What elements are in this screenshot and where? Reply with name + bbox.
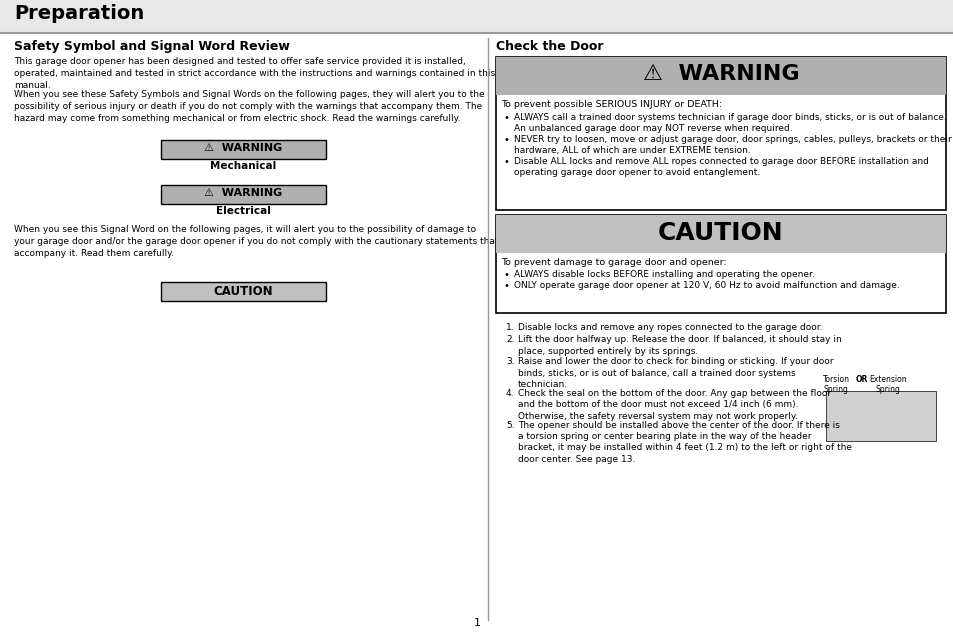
Text: Extension
Spring: Extension Spring [868,375,906,394]
Text: This garage door opener has been designed and tested to offer safe service provi: This garage door opener has been designe… [14,57,495,90]
Bar [161,185,326,204]
Text: To prevent damage to garage door and opener:: To prevent damage to garage door and ope… [500,258,726,267]
Text: When you see this Signal Word on the following pages, it will alert you to the p: When you see this Signal Word on the fol… [14,225,498,258]
Text: •: • [503,157,509,167]
Text: Disable locks and remove any ropes connected to the garage door.: Disable locks and remove any ropes conne… [517,323,821,332]
Text: CAUTION: CAUTION [658,221,783,245]
Text: Mechanical: Mechanical [211,161,276,171]
Bar [496,215,945,313]
Bar [825,391,935,441]
Text: Torsion
Spring: Torsion Spring [821,375,848,394]
Text: 1.: 1. [505,323,514,332]
Text: To prevent possible SERIOUS INJURY or DEATH:: To prevent possible SERIOUS INJURY or DE… [500,100,721,109]
Text: ⚠  WARNING: ⚠ WARNING [642,64,799,84]
Bar [496,57,945,95]
Text: 2.: 2. [505,336,514,345]
Bar [0,0,953,32]
Text: ⚠  WARNING: ⚠ WARNING [204,188,282,198]
Text: •: • [503,113,509,123]
Text: ALWAYS call a trained door systems technician if garage door binds, sticks, or i: ALWAYS call a trained door systems techn… [514,113,945,134]
Text: •: • [503,270,509,280]
Text: When you see these Safety Symbols and Signal Words on the following pages, they : When you see these Safety Symbols and Si… [14,90,484,123]
Bar [496,57,945,210]
Text: Preparation: Preparation [14,4,144,23]
Text: 1: 1 [473,618,480,628]
Text: 4.: 4. [505,389,514,398]
Text: 3.: 3. [505,357,514,366]
Bar [161,140,326,159]
Text: ALWAYS disable locks BEFORE installing and operating the opener.: ALWAYS disable locks BEFORE installing a… [514,270,814,279]
Text: Raise and lower the door to check for binding or sticking. If your door
binds, s: Raise and lower the door to check for bi… [517,357,833,389]
Text: Electrical: Electrical [215,206,271,216]
Bar [496,215,945,253]
Text: Check the Door: Check the Door [496,40,603,53]
Text: The opener should be installed above the center of the door. If there is
a torsi: The opener should be installed above the… [517,420,851,464]
Text: •: • [503,281,509,291]
Text: CAUTION: CAUTION [213,285,273,298]
Text: 5.: 5. [505,420,514,429]
Text: Safety Symbol and Signal Word Review: Safety Symbol and Signal Word Review [14,40,290,53]
Text: NEVER try to loosen, move or adjust garage door, door springs, cables, pulleys, : NEVER try to loosen, move or adjust gara… [514,135,951,155]
Bar [161,282,326,301]
Text: Lift the door halfway up. Release the door. If balanced, it should stay in
place: Lift the door halfway up. Release the do… [517,336,841,356]
Text: ⚠  WARNING: ⚠ WARNING [204,143,282,153]
Text: Disable ALL locks and remove ALL ropes connected to garage door BEFORE installat: Disable ALL locks and remove ALL ropes c… [514,157,928,177]
Text: ONLY operate garage door opener at 120 V, 60 Hz to avoid malfunction and damage.: ONLY operate garage door opener at 120 V… [514,281,899,290]
Text: •: • [503,135,509,145]
Text: Check the seal on the bottom of the door. Any gap between the floor
and the bott: Check the seal on the bottom of the door… [517,389,830,421]
Text: OR: OR [855,375,867,384]
